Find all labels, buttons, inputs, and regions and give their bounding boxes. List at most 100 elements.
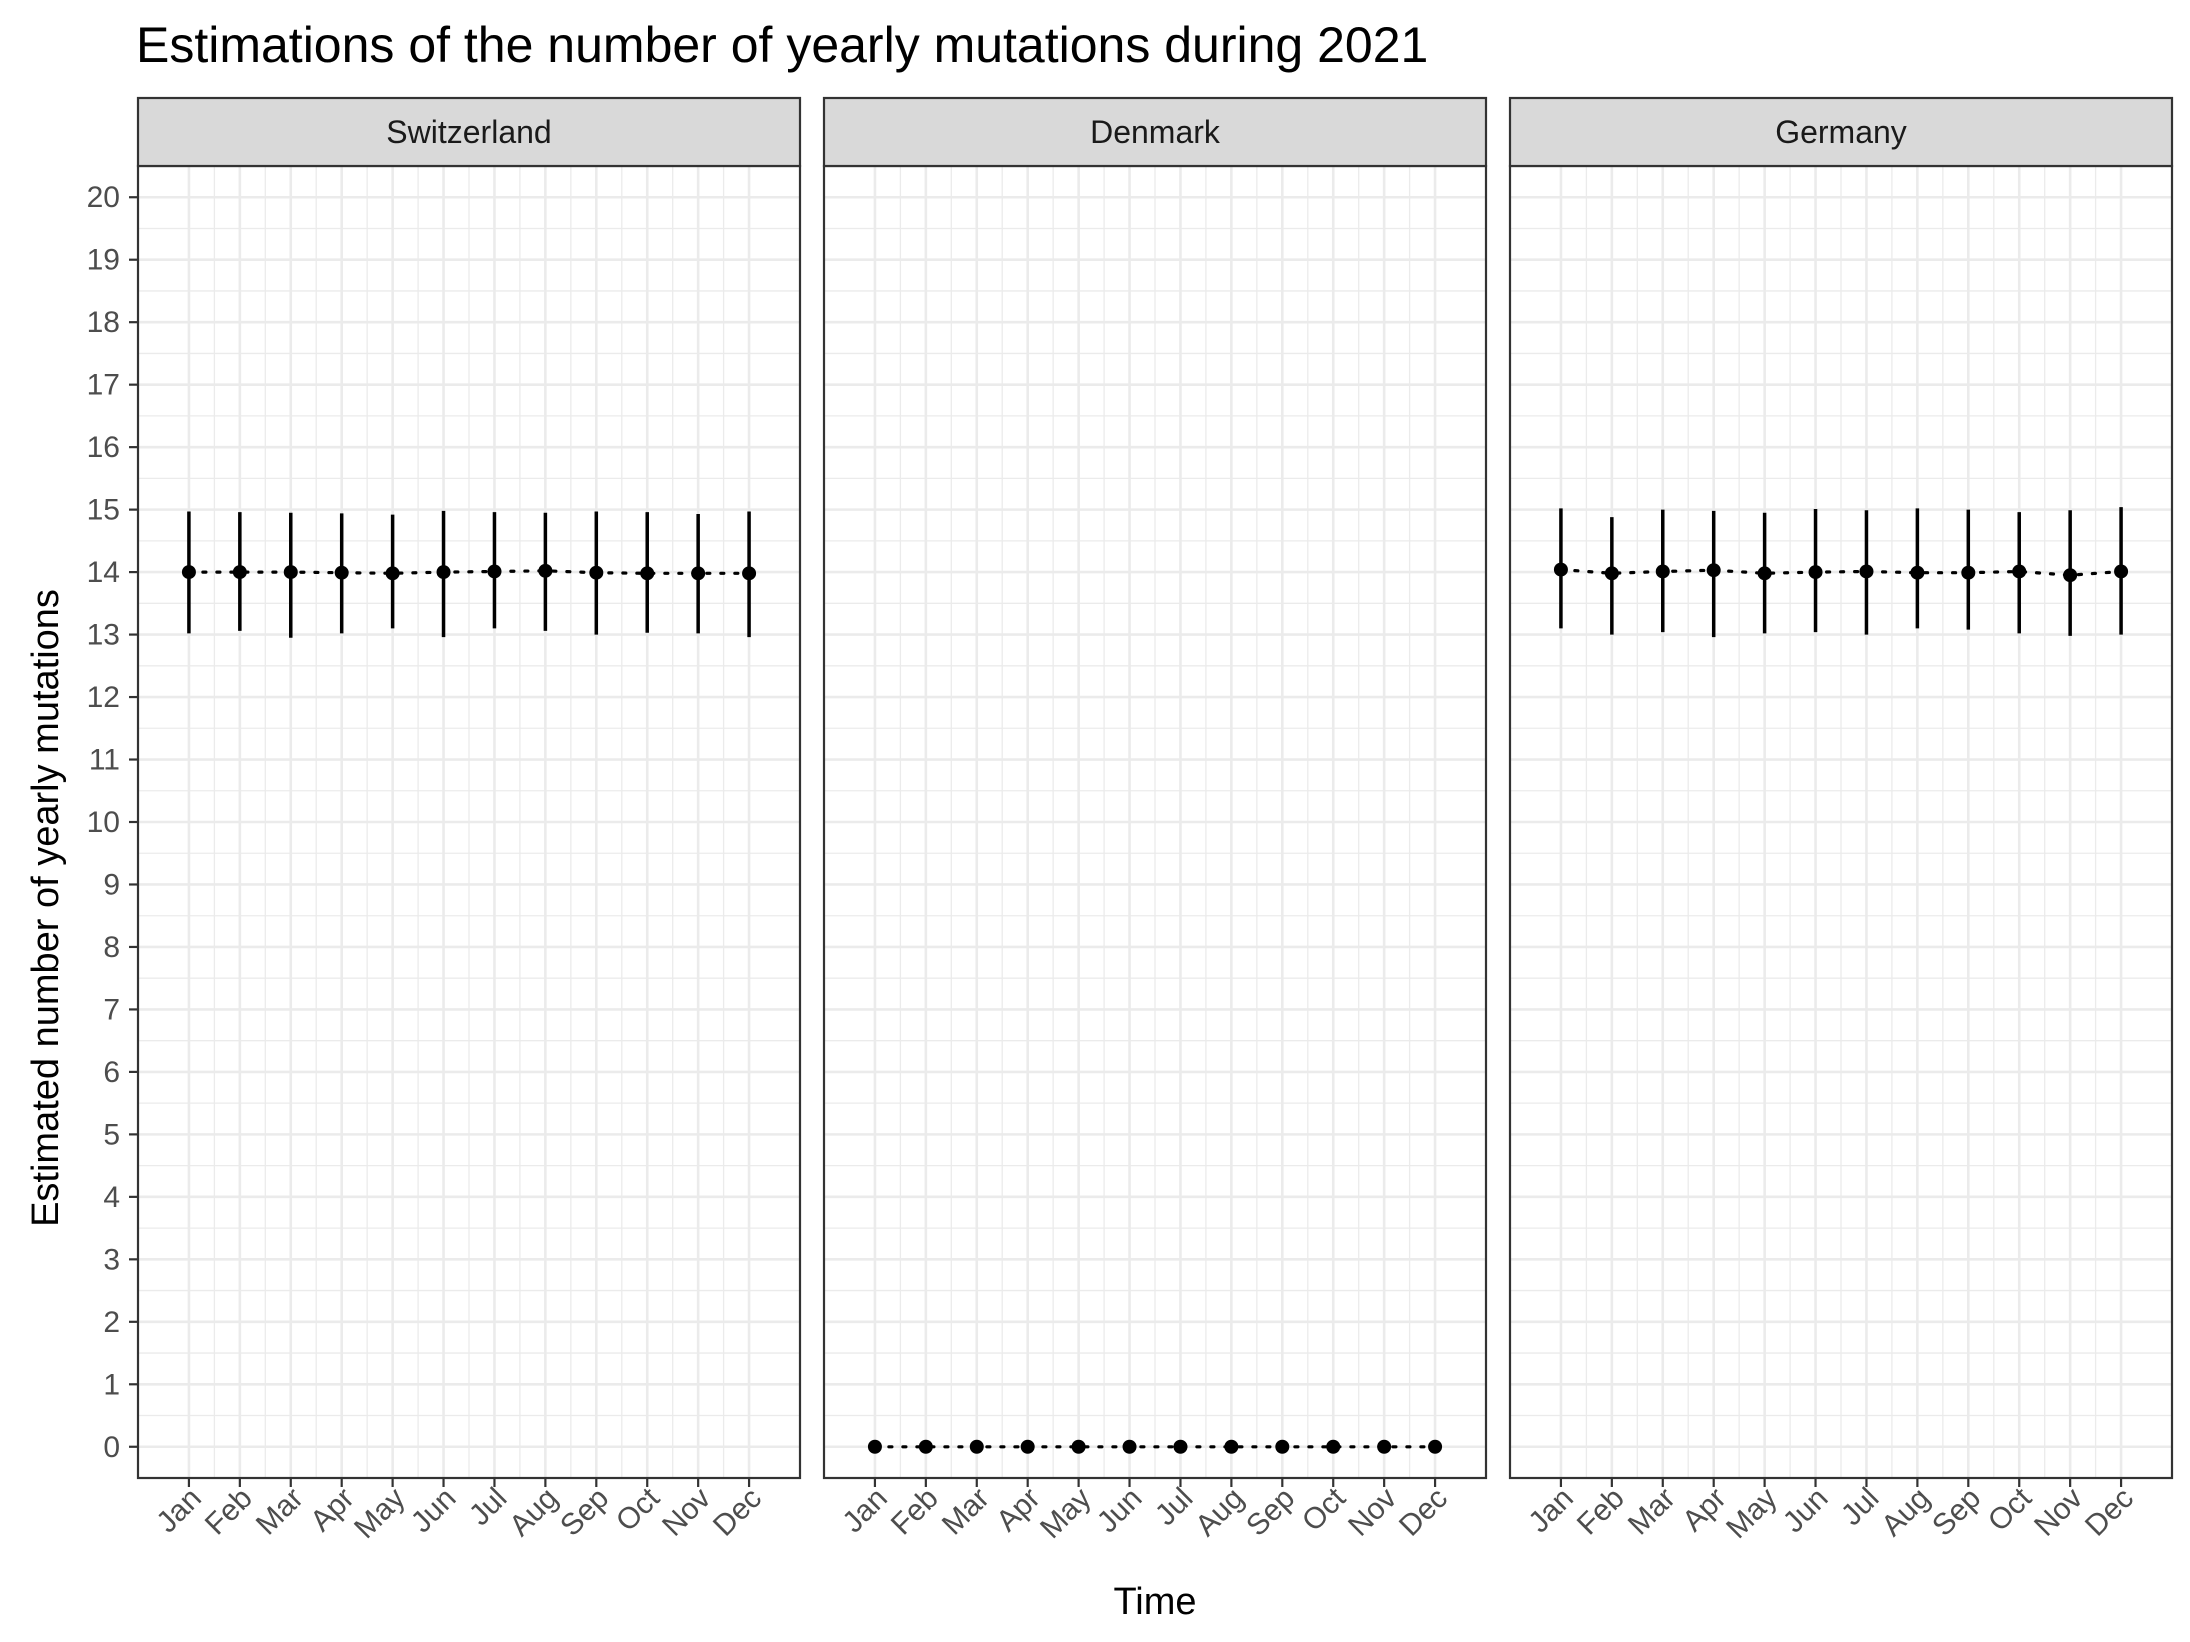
x-tick-label: Jun: [1091, 1482, 1149, 1540]
data-point: [1859, 564, 1874, 579]
data-point: [1706, 563, 1721, 578]
data-point: [1961, 565, 1976, 580]
data-point: [487, 564, 502, 579]
y-tick-label: 7: [103, 993, 120, 1026]
data-point: [1326, 1439, 1341, 1454]
data-point: [1604, 566, 1619, 581]
y-tick-label: 20: [87, 181, 120, 214]
x-tick-label: Dec: [1393, 1482, 1454, 1543]
x-tick-label: Jan: [836, 1482, 894, 1540]
x-tick-label: Jul: [1835, 1482, 1885, 1532]
x-tick-label: Oct: [1296, 1481, 1353, 1538]
x-tick-label: Feb: [885, 1482, 945, 1542]
y-tick-label: 5: [103, 1118, 120, 1151]
x-axis-title: Time: [1113, 1581, 1196, 1623]
x-tick-label: Nov: [1342, 1482, 1403, 1543]
x-tick-label: Feb: [1571, 1482, 1631, 1542]
facet-strip: [1508, 96, 2174, 168]
data-point: [691, 566, 706, 581]
data-point: [1275, 1439, 1290, 1454]
x-tick-label: Mar: [936, 1482, 996, 1542]
data-point: [1071, 1439, 1086, 1454]
x-tick-label: May: [1034, 1482, 1097, 1545]
y-tick-label: 18: [87, 306, 120, 339]
y-tick-label: 10: [87, 806, 120, 839]
facet-strip: [822, 96, 1488, 168]
data-point: [2114, 564, 2129, 579]
x-tick-label: Mar: [250, 1482, 310, 1542]
y-tick-label: 8: [103, 931, 120, 964]
facet-label: Switzerland: [386, 114, 551, 150]
data-point: [283, 565, 298, 580]
x-tick-label: Sep: [554, 1482, 615, 1543]
y-tick-label: 2: [103, 1306, 120, 1339]
y-tick-label: 9: [103, 868, 120, 901]
data-point: [640, 566, 655, 581]
y-axis-title: Estimated number of yearly mutations: [25, 589, 67, 1227]
x-tick-label: Mar: [1622, 1482, 1682, 1542]
data-point: [1122, 1439, 1137, 1454]
data-point: [436, 565, 451, 580]
y-tick-label: 16: [87, 431, 120, 464]
x-tick-label: Oct: [610, 1481, 667, 1538]
x-tick-label: Jun: [1777, 1482, 1835, 1540]
data-point: [589, 565, 604, 580]
x-tick-label: May: [1720, 1482, 1783, 1545]
x-tick-label: Oct: [1982, 1481, 2039, 1538]
facet-label: Germany: [1775, 114, 1907, 150]
data-point: [918, 1439, 933, 1454]
y-tick-label: 11: [89, 744, 120, 777]
facet-strip: [136, 96, 802, 168]
data-point: [232, 565, 247, 580]
x-tick-label: Aug: [1189, 1482, 1250, 1543]
data-point: [1428, 1439, 1443, 1454]
data-point: [742, 566, 757, 581]
y-tick-label: 17: [87, 369, 120, 402]
x-tick-label: Nov: [656, 1482, 717, 1543]
x-tick-label: Jan: [1522, 1482, 1580, 1540]
data-point: [867, 1439, 882, 1454]
chart-title: Estimations of the number of yearly muta…: [136, 17, 1428, 73]
data-point: [538, 563, 553, 578]
data-point: [1224, 1439, 1239, 1454]
x-tick-label: Jun: [405, 1482, 463, 1540]
facet-label: Denmark: [1090, 114, 1221, 150]
x-tick-label: Apr: [990, 1482, 1046, 1538]
x-tick-label: Sep: [1926, 1482, 1987, 1543]
data-point: [2012, 564, 2027, 579]
series-line: [187, 569, 751, 575]
x-tick-label: Aug: [1875, 1482, 1936, 1543]
y-tick-label: 12: [87, 681, 120, 714]
data-point: [1173, 1439, 1188, 1454]
x-tick-label: Dec: [707, 1482, 768, 1543]
y-tick-label: 13: [87, 619, 120, 652]
x-tick-label: Nov: [2028, 1482, 2089, 1543]
data-point: [969, 1439, 984, 1454]
data-point: [2063, 568, 2078, 583]
data-point: [334, 565, 349, 580]
data-point: [1020, 1439, 1035, 1454]
y-tick-label: 3: [103, 1243, 120, 1276]
data-point: [181, 565, 196, 580]
data-point: [1655, 564, 1670, 579]
x-tick-label: Jan: [150, 1482, 208, 1540]
data-point: [1910, 565, 1925, 580]
data-point: [1757, 566, 1772, 581]
x-tick-label: Apr: [304, 1482, 360, 1538]
x-tick-label: May: [348, 1482, 411, 1545]
data-point: [1808, 565, 1823, 580]
x-tick-label: Sep: [1240, 1482, 1301, 1543]
data-point: [385, 566, 400, 581]
x-tick-label: Dec: [2079, 1482, 2140, 1543]
y-tick-label: 19: [87, 244, 120, 277]
y-tick-label: 0: [103, 1431, 120, 1464]
x-tick-label: Jul: [463, 1482, 513, 1532]
data-point: [1377, 1439, 1392, 1454]
x-tick-label: Jul: [1149, 1482, 1199, 1532]
y-tick-label: 15: [87, 494, 120, 527]
